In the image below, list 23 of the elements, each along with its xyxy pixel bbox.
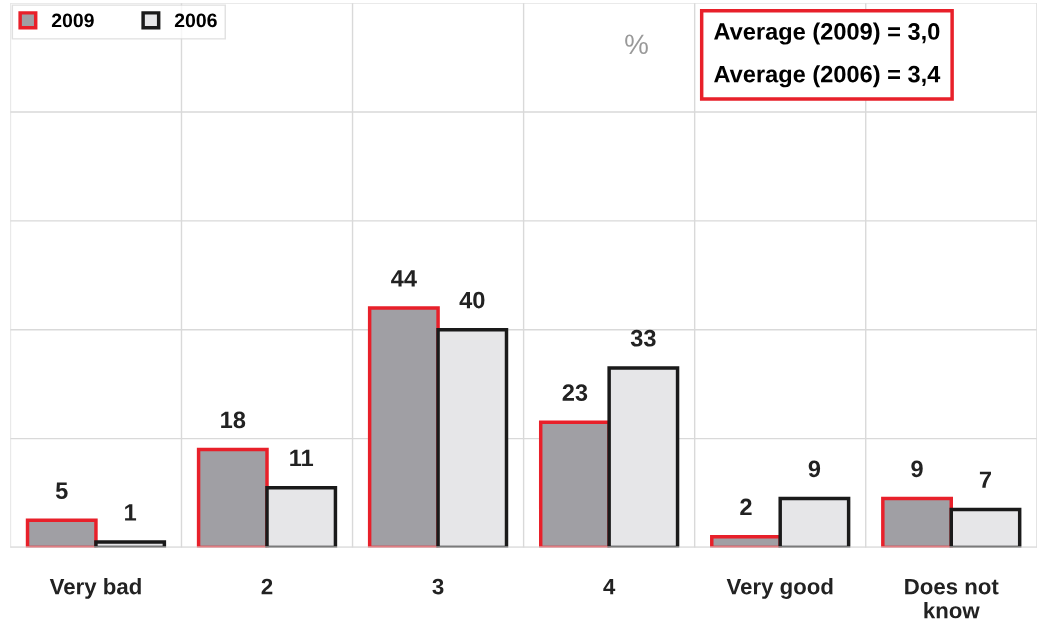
annotation: Average (2009) = 3,0 [714,22,940,45]
data-label: 9 [808,460,821,478]
data-label: 1 [125,504,137,521]
data-label: 9 [911,460,923,478]
data-label: 5 [55,482,68,499]
data-label: 40 [459,291,485,309]
data-label: 18 [221,411,246,429]
data-label: 2 [740,498,752,516]
data-label: 23 [562,384,588,402]
annotation: % [625,34,648,55]
x-tick-label: 3 [432,578,444,595]
x-tick-label: Does not know [905,578,999,619]
x-tick-label: Very good [726,578,833,599]
x-tick-label: 2 [261,578,273,595]
legend-label: 2009 [51,13,94,28]
data-label: 7 [979,471,991,488]
data-label: 44 [391,270,417,287]
legend-label: 2006 [174,13,217,28]
data-label: 33 [630,329,656,347]
x-tick-label: 4 [603,578,616,595]
annotation: Average (2006) = 3,4 [714,65,941,88]
x-tick-label: Very bad [49,578,141,599]
data-label: 11 [290,449,314,467]
